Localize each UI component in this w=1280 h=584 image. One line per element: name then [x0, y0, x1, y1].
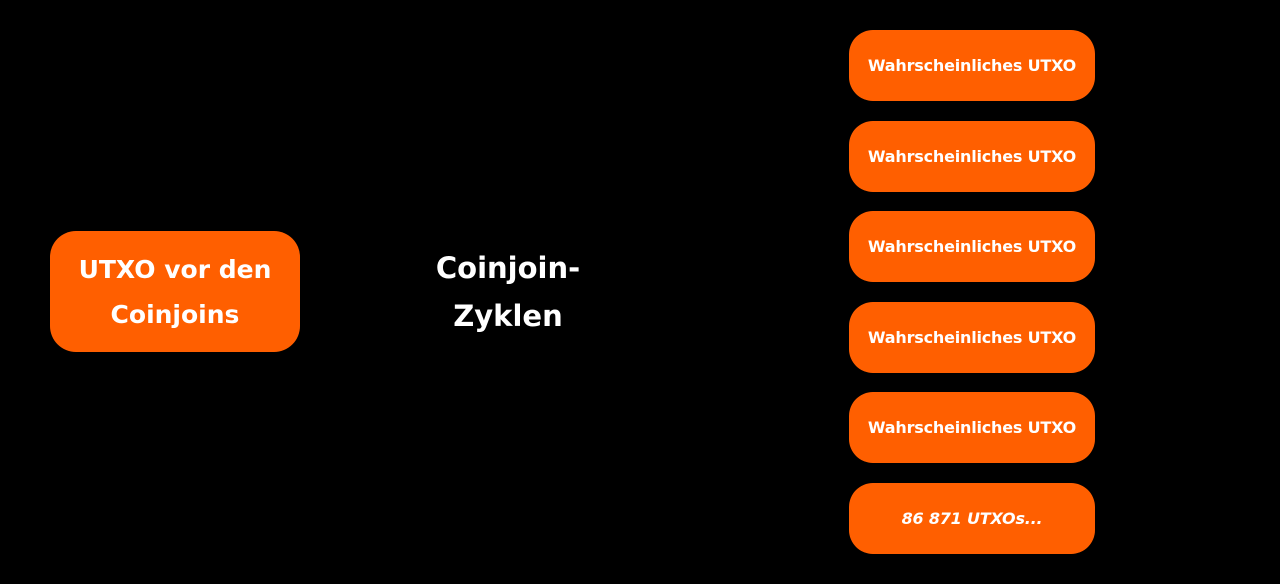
probable-utxo-5: Wahrscheinliches UTXO	[849, 392, 1095, 463]
probable-utxo-4: Wahrscheinliches UTXO	[849, 301, 1095, 373]
probable-utxo-3: Wahrscheinliches UTXO	[849, 211, 1095, 282]
remaining-utxos-count: 86 871 UTXOs...	[849, 482, 1095, 554]
probable-utxo-2: Wahrscheinliches UTXO	[849, 120, 1095, 192]
coinjoin-cycles-label: Coinjoin-Zyklen	[435, 251, 581, 333]
source-utxo-label: UTXO vor den Coinjoins	[78, 254, 272, 329]
probable-utxo-1: Wahrscheinliches UTXO	[849, 30, 1095, 101]
probable-utxo-list: Wahrscheinliches UTXO Wahrscheinliches U…	[849, 30, 1095, 573]
source-utxo-box: UTXO vor den Coinjoins	[50, 231, 300, 352]
